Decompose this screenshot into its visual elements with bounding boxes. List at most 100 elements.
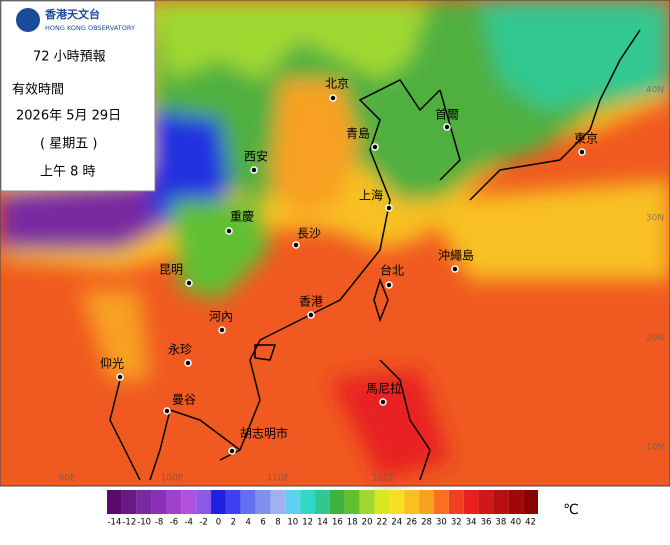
colorbar-swatch: [270, 490, 286, 514]
colorbar-swatch: [121, 490, 137, 514]
city-dot: [218, 326, 226, 334]
colorbar-tick-label: 20: [362, 518, 373, 528]
colorbar-tick-label: -2: [199, 518, 207, 528]
colorbar-swatch: [211, 490, 226, 514]
colorbar-swatch: [433, 490, 449, 514]
grid-labels: 40N 30N 20N 10N 90E 100E 110E 120E: [58, 86, 664, 484]
colorbar-swatch: [404, 490, 420, 514]
lon-label: 90E: [58, 474, 75, 484]
city-label: 台北: [380, 263, 404, 278]
date: 2026年 5月 29日: [16, 109, 121, 124]
colorbar-tick-label: 22: [377, 518, 388, 528]
colorbar-tick-label: 34: [466, 518, 477, 528]
city-dot: [225, 227, 233, 235]
temperature-field: [0, 0, 670, 486]
city-label: 上海: [359, 188, 383, 203]
colorbar-swatch: [389, 490, 405, 514]
city-label: 西安: [244, 149, 268, 164]
colorbar-tick-label: -12: [122, 518, 136, 528]
colorbar-swatch: [151, 490, 167, 514]
colorbar-tick-label: 6: [260, 518, 265, 528]
city-label: 仰光: [100, 356, 124, 371]
city-dot: [307, 311, 315, 319]
city-dot: [385, 281, 393, 289]
time: 上午 8 時: [40, 165, 96, 180]
city-label: 胡志明市: [240, 426, 288, 441]
logo: [16, 8, 40, 32]
colorbar-swatch: [419, 490, 434, 514]
city-dot: [184, 359, 192, 367]
colorbar-tick-label: 26: [406, 518, 417, 528]
colorbar-tick-label: -6: [170, 518, 178, 528]
city-dot: [385, 204, 393, 212]
colorbar-tick-label: 30: [436, 518, 447, 528]
colorbar-swatch: [300, 490, 316, 514]
colorbar-tick-label: 12: [302, 518, 313, 528]
city-dot: [379, 398, 387, 406]
colorbar-swatch: [315, 490, 330, 514]
colorbar-swatch: [255, 490, 271, 514]
colorbar-tick-label: 2: [231, 518, 236, 528]
colorbar-tick-label: 16: [332, 518, 343, 528]
colorbar-swatch: [359, 490, 375, 514]
city-label: 重慶: [230, 210, 254, 224]
city-label: 河內: [209, 310, 233, 324]
colorbar-tick-label: 24: [391, 518, 402, 528]
city-dot: [371, 143, 379, 151]
colorbar-tick-label: 38: [495, 518, 506, 528]
city-dot: [163, 407, 171, 415]
city-dot: [185, 279, 193, 287]
city-dot: [578, 148, 586, 156]
colorbar-swatch: [166, 490, 182, 514]
colorbar-swatch: [463, 490, 479, 514]
weekday: ( 星期五 ): [40, 137, 97, 152]
city-label: 首爾: [435, 108, 459, 122]
lon-label: 120E: [372, 474, 395, 484]
lon-label: 100E: [161, 474, 184, 484]
colorbar-tick-label: 0: [216, 518, 221, 528]
lat-label: 40N: [646, 86, 664, 96]
city-label: 長沙: [297, 227, 321, 241]
valid-label: 有效時間: [12, 83, 64, 98]
colorbar-swatch: [225, 490, 241, 514]
city-label: 沖繩島: [438, 248, 474, 263]
colorbar-swatch: [448, 490, 464, 514]
org-zh: 香港天文台: [44, 7, 100, 21]
city-label: 馬尼拉: [366, 381, 402, 396]
city-dot: [250, 166, 258, 174]
lat-label: 20N: [646, 334, 664, 344]
colorbar-swatch: [240, 490, 256, 514]
city-dot: [443, 123, 451, 131]
header-box: 香港天文台 HONG KONG OBSERVATORY 72 小時預報 有效時間…: [0, 0, 156, 192]
title: 72 小時預報: [33, 50, 106, 65]
city-dot: [292, 241, 300, 249]
colorbar-swatch: [329, 490, 345, 514]
city-label: 東京: [574, 132, 598, 146]
city-label: 曼谷: [172, 393, 196, 407]
colorbar-tick-label: -10: [137, 518, 151, 528]
city-label: 香港: [299, 295, 323, 309]
colorbar-swatch: [136, 490, 152, 514]
colorbar-tick-label: 32: [451, 518, 462, 528]
colorbar-tick-label: 40: [510, 518, 521, 528]
city-label: 北京: [325, 77, 349, 91]
colorbar-swatch: [493, 490, 509, 514]
colorbar-tick-label: 10: [287, 518, 298, 528]
lat-label: 30N: [646, 214, 664, 224]
city-label: 昆明: [159, 263, 183, 277]
colorbar-swatch: [523, 490, 538, 514]
lat-label: 10N: [646, 443, 664, 453]
colorbar-tick-label: -8: [155, 518, 163, 528]
city-label: 永珍: [168, 343, 192, 357]
colorbar-tick-label: 18: [347, 518, 358, 528]
colorbar-swatch: [344, 490, 360, 514]
colorbar-tick-label: -4: [184, 518, 192, 528]
colorbar-swatch: [196, 490, 212, 514]
colorbar-tick-label: 14: [317, 518, 328, 528]
colorbar: -14 -12 -10 -8 -6 -4 -2 0 2 4 6 8 10 12 14 16 18 20 22 24 26…: [107, 490, 579, 528]
org-en: HONG KONG OBSERVATORY: [45, 24, 135, 32]
colorbar-swatch: [478, 490, 494, 514]
colorbar-tick-label: 28: [421, 518, 432, 528]
